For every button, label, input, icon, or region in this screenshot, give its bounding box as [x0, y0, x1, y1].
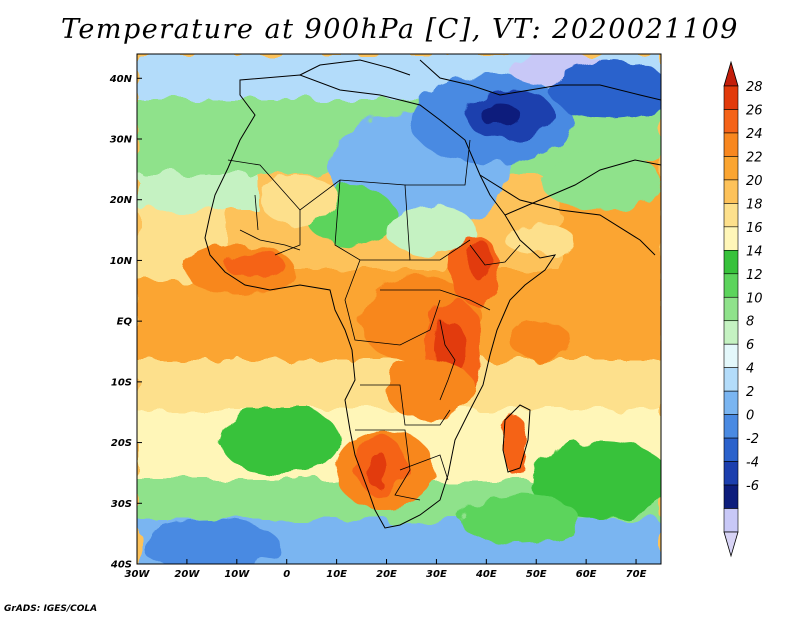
lon-label: 10W	[224, 569, 250, 580]
colorbar-swatch	[723, 132, 739, 157]
colorbar-label: 18	[746, 197, 763, 212]
colorbar-label: -4	[746, 456, 759, 471]
colorbar-swatch	[723, 250, 739, 275]
lon-label: 60E	[576, 569, 597, 580]
map-frame	[136, 53, 662, 565]
lon-axis: 30W 20W 10W 0 10E 20E 30E 40E 50E 60E 70E	[125, 559, 647, 580]
country-borders	[227, 139, 521, 501]
lat-label: 10N	[110, 256, 133, 267]
lon-label: 30W	[125, 569, 151, 580]
colorbar-swatch	[723, 484, 739, 509]
lat-label: 40N	[109, 74, 133, 85]
colorbar-swatch	[723, 367, 739, 392]
colorbar-label: 26	[746, 103, 763, 118]
colorbar-swatch	[723, 296, 739, 322]
colorbar-swatch	[723, 109, 739, 134]
colorbar-label: 8	[746, 315, 754, 330]
lat-label: 40S	[110, 560, 132, 571]
lon-label: 50E	[526, 569, 547, 580]
colorbar-label: 14	[746, 244, 763, 259]
lon-label: 30E	[426, 569, 447, 580]
colorbar-label: 24	[746, 127, 763, 142]
lon-label: 70E	[626, 569, 647, 580]
colorbar-swatch	[723, 320, 739, 345]
colorbar-swatch	[723, 390, 739, 415]
lat-label: 10S	[111, 377, 132, 388]
lat-axis: 40N 30N 20N 10N EQ 10S 20S 30S 40S	[109, 74, 142, 571]
colorbar-label: 12	[746, 268, 763, 283]
colorbar-bottom-arrow	[723, 531, 739, 558]
lon-label: 20W	[174, 569, 200, 580]
colorbar-label: 20	[746, 174, 763, 189]
lat-label: 30N	[110, 135, 133, 146]
colorbar-label: 0	[746, 409, 754, 424]
colorbar-swatch	[723, 343, 739, 368]
colorbar-swatch	[723, 226, 739, 251]
credit-label: GrADS: IGES/COLA	[4, 604, 98, 614]
colorbar-label: 4	[746, 362, 754, 377]
lon-label: 20E	[376, 569, 397, 580]
colorbar-label: 28	[746, 80, 763, 95]
coastlines	[204, 59, 661, 529]
lat-label: 20N	[110, 195, 133, 206]
lat-label: 30S	[111, 499, 132, 510]
lon-label: 40E	[475, 569, 497, 580]
colorbar-swatch	[723, 508, 739, 533]
map-title: Temperature at 900hPa [C], VT: 202002110…	[61, 14, 739, 45]
colorbar-swatch	[723, 437, 739, 462]
colorbar-label: -2	[746, 432, 759, 447]
colorbar-label: 6	[746, 338, 754, 353]
colorbar-label: 22	[746, 150, 763, 165]
colorbar-swatch	[723, 179, 739, 204]
colorbar-label: 10	[746, 291, 763, 306]
colorbar-label: 2	[746, 385, 754, 400]
colorbar-label: -6	[746, 479, 759, 494]
colorbar-swatch	[723, 414, 739, 439]
lat-label: 20S	[111, 438, 132, 449]
lat-label: EQ	[117, 317, 133, 328]
colorbar-swatch	[723, 85, 739, 110]
lon-label: 10E	[326, 569, 347, 580]
colorbar-top-arrow	[723, 60, 739, 87]
colorbar-swatch	[723, 461, 739, 486]
colorbar-label: 16	[746, 221, 763, 236]
lon-label: 0	[283, 569, 290, 580]
colorbar-swatch	[723, 156, 739, 181]
colorbar-swatch	[723, 203, 739, 228]
temperature-field	[137, 54, 661, 564]
colorbar-swatch	[723, 273, 739, 298]
